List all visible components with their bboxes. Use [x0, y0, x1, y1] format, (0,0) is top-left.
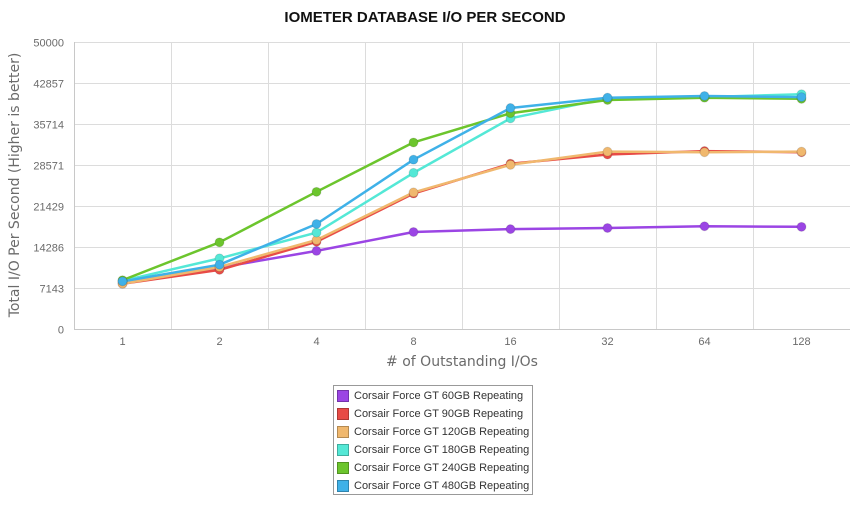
legend-item: Corsair Force GT 180GB Repeating — [337, 441, 532, 459]
data-point — [602, 92, 613, 103]
legend-swatch — [337, 408, 349, 420]
data-point — [602, 222, 613, 233]
x-tick-label: 16 — [504, 336, 516, 348]
y-tick-label: 28571 — [33, 161, 64, 173]
series-lines — [122, 92, 802, 285]
series-line — [122, 96, 802, 282]
data-point — [408, 167, 419, 178]
data-point — [311, 227, 322, 238]
legend-label: Corsair Force GT 60GB Repeating — [354, 390, 524, 402]
data-point — [408, 137, 419, 148]
legend-item: Corsair Force GT 120GB Repeating — [337, 423, 532, 441]
data-point — [408, 226, 419, 237]
data-point — [311, 245, 322, 256]
x-tick-label: 8 — [410, 336, 416, 348]
legend-swatch — [337, 444, 349, 456]
legend-label: Corsair Force GT 90GB Repeating — [354, 408, 524, 420]
y-tick-label: 0 — [58, 325, 64, 337]
data-point — [796, 146, 807, 157]
y-axis-title: Total I/O Per Second (Higher is better) — [7, 53, 23, 319]
grid-lines — [74, 42, 850, 329]
x-axis-title: # of Outstanding I/Os — [386, 354, 538, 370]
data-point — [505, 103, 516, 114]
line-chart: 0 7143 14286 21429 28571 35714 42857 50000 1 2 4 8 1… — [7, 38, 850, 370]
y-tick-label: 35714 — [33, 120, 64, 132]
x-tick-label: 4 — [313, 336, 319, 348]
data-point — [214, 237, 225, 248]
y-tick-label: 21429 — [33, 202, 64, 214]
legend-item: Corsair Force GT 240GB Repeating — [337, 459, 532, 477]
legend-swatch — [337, 480, 349, 492]
data-point — [699, 90, 710, 101]
legend-item: Corsair Force GT 90GB Repeating — [337, 405, 532, 423]
data-point — [408, 154, 419, 165]
legend-swatch — [337, 462, 349, 474]
x-tick-label: 128 — [792, 336, 810, 348]
tick-labels: 0 7143 14286 21429 28571 35714 42857 50000 1 2 4 8 1… — [33, 38, 810, 349]
x-tick-label: 1 — [119, 336, 125, 348]
data-point — [505, 159, 516, 170]
legend-label: Corsair Force GT 240GB Repeating — [354, 462, 530, 474]
data-point — [311, 186, 322, 197]
data-point — [796, 92, 807, 103]
chart-title: IOMETER DATABASE I/O PER SECOND — [284, 9, 566, 26]
data-point — [699, 221, 710, 232]
chart-legend: Corsair Force GT 60GB Repeating Corsair F… — [333, 385, 533, 495]
y-tick-label: 50000 — [33, 38, 64, 50]
legend-label: Corsair Force GT 120GB Repeating — [354, 426, 530, 438]
series-points — [117, 89, 807, 289]
data-point — [602, 146, 613, 157]
x-tick-label: 64 — [698, 336, 710, 348]
legend-label: Corsair Force GT 180GB Repeating — [354, 444, 530, 456]
legend-item: Corsair Force GT 60GB Repeating — [337, 387, 532, 405]
y-tick-label: 7143 — [40, 284, 64, 296]
data-point — [214, 259, 225, 270]
x-tick-label: 2 — [216, 336, 222, 348]
legend-label: Corsair Force GT 480GB Repeating — [354, 480, 530, 492]
data-point — [796, 221, 807, 232]
y-tick-label: 42857 — [33, 79, 64, 91]
axes — [74, 42, 850, 330]
data-point — [505, 224, 516, 235]
legend-item: Corsair Force GT 480GB Repeating — [337, 477, 532, 495]
data-point — [117, 276, 128, 287]
data-point — [699, 147, 710, 158]
data-point — [408, 187, 419, 198]
series-line — [122, 150, 802, 285]
series-line — [122, 94, 802, 283]
data-point — [311, 218, 322, 229]
y-tick-label: 14286 — [33, 243, 64, 255]
legend-swatch — [337, 390, 349, 402]
x-tick-label: 32 — [601, 336, 613, 348]
legend-swatch — [337, 426, 349, 438]
